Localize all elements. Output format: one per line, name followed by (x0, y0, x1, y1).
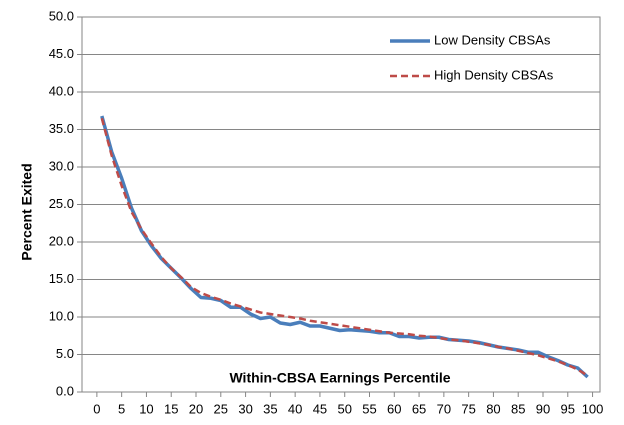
y-tick-label: 20.0 (49, 233, 74, 248)
x-tick-label: 20 (189, 401, 203, 416)
y-tick-label: 25.0 (49, 196, 74, 211)
x-tick-label: 5 (118, 401, 125, 416)
y-axis-title: Percent Exited (19, 163, 35, 260)
legend-label: High Density CBSAs (434, 67, 554, 82)
x-tick-label: 0 (93, 401, 100, 416)
x-axis-title: Within-CBSA Earnings Percentile (229, 370, 450, 386)
x-tick-label: 100 (582, 401, 604, 416)
y-tick-label: 5.0 (56, 346, 74, 361)
y-tick-label: 40.0 (49, 83, 74, 98)
series-line (100, 117, 589, 377)
x-tick-label: 25 (214, 401, 228, 416)
x-tick-label: 70 (437, 401, 451, 416)
x-tick-label: 55 (362, 401, 376, 416)
x-tick-label: 10 (139, 401, 153, 416)
x-tick-label: 65 (412, 401, 426, 416)
legend-label: Low Density CBSAs (434, 32, 551, 47)
y-tick-label: 45.0 (49, 46, 74, 61)
x-tick-label: 45 (313, 401, 327, 416)
x-tick-label: 80 (486, 401, 500, 416)
x-tick-label: 35 (263, 401, 277, 416)
x-tick-label: 40 (288, 401, 302, 416)
y-tick-label: 50.0 (49, 8, 74, 23)
x-tick-label: 60 (387, 401, 401, 416)
y-tick-label: 35.0 (49, 121, 74, 136)
x-tick-label: 75 (461, 401, 475, 416)
x-tick-label: 50 (337, 401, 351, 416)
y-tick-label: 15.0 (49, 271, 74, 286)
x-tick-label: 15 (164, 401, 178, 416)
x-tick-label: 30 (238, 401, 252, 416)
x-tick-label: 95 (561, 401, 575, 416)
y-tick-label: 0.0 (56, 383, 74, 398)
x-tick-label: 90 (536, 401, 550, 416)
y-tick-label: 30.0 (49, 158, 74, 173)
y-tick-label: 10.0 (49, 308, 74, 323)
x-tick-label: 85 (511, 401, 525, 416)
